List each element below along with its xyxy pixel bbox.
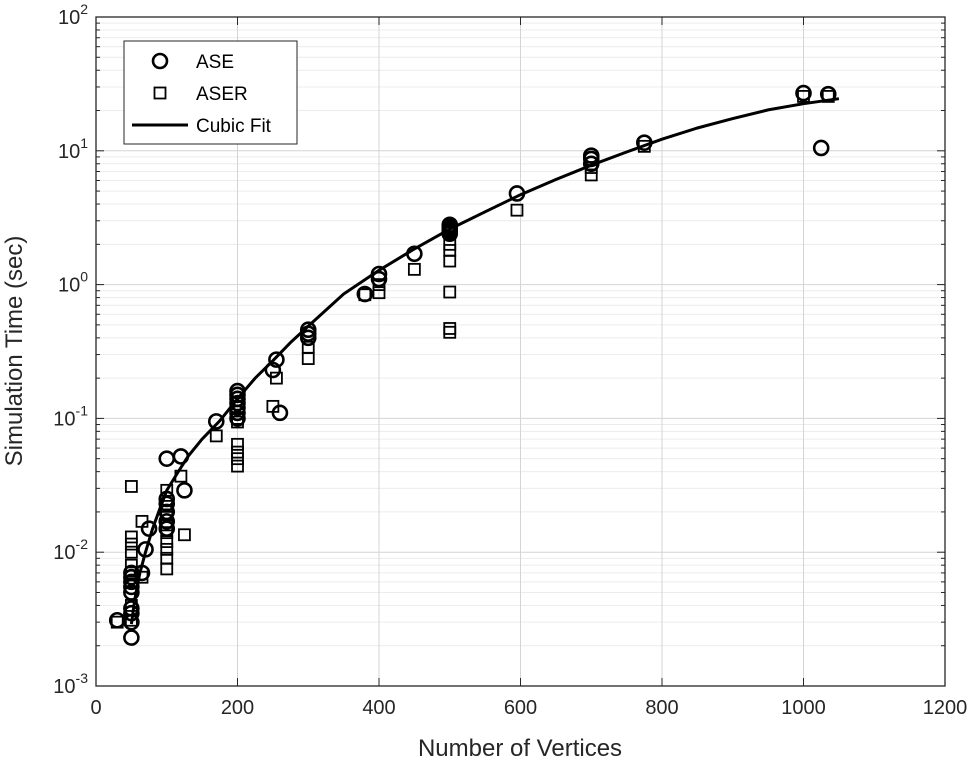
x-tick-label: 0 xyxy=(90,697,101,719)
aser-point xyxy=(372,278,386,292)
legend-circle-marker xyxy=(151,52,169,70)
aser-point xyxy=(266,399,280,413)
aser-point xyxy=(124,537,138,551)
aser-point xyxy=(160,508,174,522)
aser-point xyxy=(231,452,244,466)
legend-square-marker xyxy=(153,86,167,100)
x-tick-label: 1200 xyxy=(923,697,968,719)
aser-point xyxy=(178,528,191,542)
aser-point xyxy=(584,168,598,182)
cubic-fit-line xyxy=(129,97,840,625)
aser-point xyxy=(301,340,315,354)
ase-point xyxy=(158,495,176,513)
legend: ASE ASER Cubic Fit xyxy=(123,40,298,145)
legend-item: Cubic Fit xyxy=(132,116,272,137)
series-cubic-fit xyxy=(129,97,840,625)
ticks: 0 200 400 600 800 1000 1200 10-3 10-2 10-1 100 101 1… xyxy=(53,1,967,719)
aser-point xyxy=(209,429,223,443)
aser-point xyxy=(160,542,174,556)
ase-point xyxy=(271,404,289,422)
aser-point xyxy=(124,599,138,612)
aser-point xyxy=(124,545,138,559)
y-tick-label: 100 xyxy=(58,269,88,297)
aser-point xyxy=(510,203,524,217)
x-tick-label: 1000 xyxy=(781,697,826,719)
y-tick-label: 10-1 xyxy=(53,402,88,430)
legend-label: ASER xyxy=(196,84,248,105)
data-layer xyxy=(108,84,840,646)
ase-point xyxy=(123,629,140,646)
y-tick-label: 10-3 xyxy=(53,670,88,698)
ase-point xyxy=(264,361,282,379)
aser-point xyxy=(110,615,124,629)
aser-point xyxy=(372,286,386,300)
series-aser xyxy=(110,90,835,629)
legend-label: Cubic Fit xyxy=(196,116,272,137)
aser-point xyxy=(124,558,138,572)
aser-point xyxy=(231,459,244,473)
ase-point xyxy=(795,84,812,102)
ase-point xyxy=(207,413,225,430)
aser-point xyxy=(407,262,421,276)
aser-point xyxy=(231,411,244,425)
aser-point xyxy=(160,526,174,540)
x-tick-label: 400 xyxy=(362,697,395,719)
y-tick-label: 10-2 xyxy=(53,536,88,564)
aser-point xyxy=(231,437,244,451)
aser-point xyxy=(821,90,835,103)
x-tick-label: 800 xyxy=(645,697,678,719)
legend-item: ASE xyxy=(151,52,234,73)
ase-point xyxy=(812,139,830,157)
ase-point xyxy=(158,513,176,530)
aser-point xyxy=(135,570,149,584)
ase-point xyxy=(176,482,193,499)
x-tick-label: 600 xyxy=(504,697,537,719)
aser-point xyxy=(443,237,457,251)
aser-point xyxy=(160,535,174,549)
aser-point xyxy=(443,285,457,299)
legend-items: ASE ASER Cubic Fit xyxy=(132,52,272,137)
aser-point xyxy=(160,483,174,497)
aser-point xyxy=(124,480,138,493)
aser-point xyxy=(160,551,174,565)
y-axis-label: Simulation Time (sec) xyxy=(1,236,28,467)
aser-point xyxy=(231,445,244,459)
aser-point xyxy=(160,518,174,532)
aser-point xyxy=(797,90,810,103)
legend-label: ASE xyxy=(196,52,234,73)
legend-item: ASER xyxy=(153,84,248,105)
aser-point xyxy=(443,322,457,335)
aser-point xyxy=(270,371,283,385)
aser-point xyxy=(358,288,372,302)
x-axis-label: Number of Vertices xyxy=(418,735,622,762)
y-tick-label: 102 xyxy=(58,1,88,29)
aser-point xyxy=(124,530,138,544)
aser-point xyxy=(135,514,149,528)
x-tick-label: 200 xyxy=(221,697,254,719)
ase-point xyxy=(268,351,285,368)
ase-point xyxy=(299,321,317,339)
y-tick-label: 101 xyxy=(58,135,88,163)
